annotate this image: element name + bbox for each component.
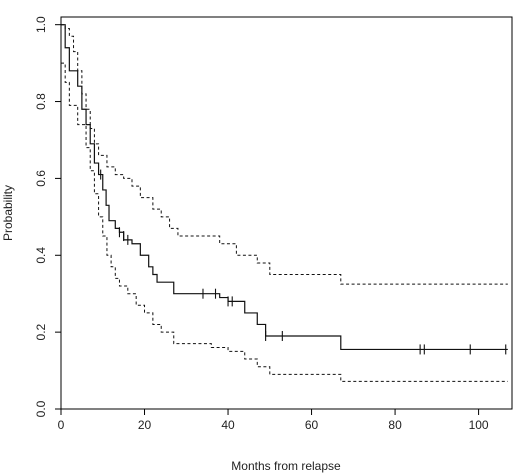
y-tick-label: 0.4 xyxy=(34,247,48,264)
plot-frame xyxy=(60,16,513,410)
plot-area xyxy=(60,16,513,410)
y-tick-label: 0.2 xyxy=(34,323,48,340)
x-tick-label: 0 xyxy=(58,418,65,432)
x-tick-label: 100 xyxy=(469,418,489,432)
y-tick-label: 1.0 xyxy=(34,16,48,33)
y-axis: 0.0 0.2 0.4 0.6 0.8 1.0 xyxy=(34,16,62,417)
survival-curve xyxy=(61,24,508,351)
x-tick-label: 80 xyxy=(388,418,402,432)
x-tick-label: 40 xyxy=(221,418,235,432)
y-tick-label: 0.6 xyxy=(34,170,48,187)
y-tick-label: 0.8 xyxy=(34,93,48,110)
upper-confidence-band xyxy=(61,24,508,285)
y-tick-label: 0.0 xyxy=(34,400,48,417)
x-tick-label: 20 xyxy=(138,418,152,432)
curves-layer xyxy=(61,24,508,382)
lower-confidence-band xyxy=(61,62,508,382)
x-tick-label: 60 xyxy=(305,418,319,432)
x-axis: 0 20 40 60 80 100 xyxy=(58,408,489,432)
y-axis-label: Probability xyxy=(1,185,15,241)
censor-marks-layer xyxy=(100,169,507,355)
x-axis-label: Months from relapse xyxy=(231,459,341,473)
